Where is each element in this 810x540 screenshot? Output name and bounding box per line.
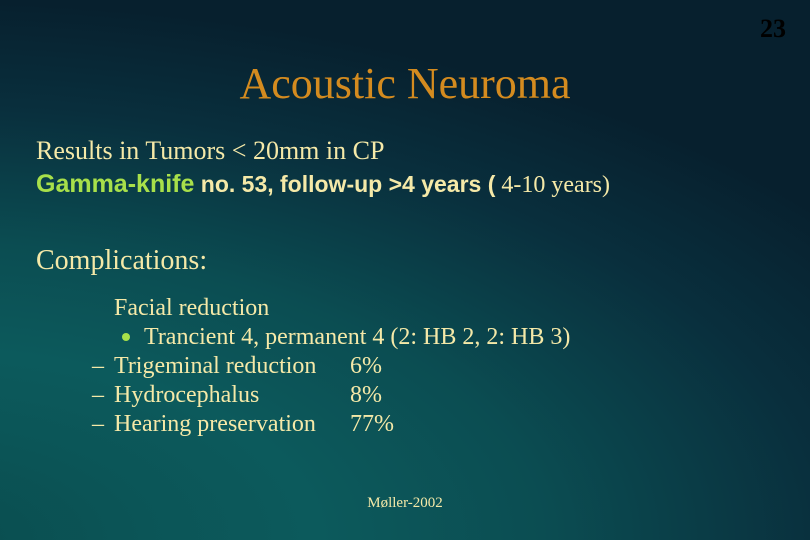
slide-body: Results in Tumors < 20mm in CP Gamma-kni… <box>36 136 770 440</box>
complications-list: Facial reduction Trancient 4, permanent … <box>114 295 770 438</box>
transient-text: Trancient 4, permanent 4 (2: HB 2, 2: HB… <box>144 324 570 350</box>
stat-value: 6% <box>350 353 382 379</box>
results-line: Results in Tumors < 20mm in CP <box>36 136 770 166</box>
facial-reduction-text: Facial reduction <box>114 295 269 321</box>
list-item: Trancient 4, permanent 4 (2: HB 2, 2: HB… <box>114 324 770 351</box>
gamma-knife-tail: 4-10 years) <box>495 172 610 198</box>
gamma-knife-label: Gamma-knife <box>36 170 194 198</box>
stat-label: Trigeminal reduction <box>114 353 344 380</box>
footer-citation: Møller-2002 <box>0 495 810 512</box>
slide: 23 Acoustic Neuroma Results in Tumors < … <box>0 0 810 540</box>
slide-title: Acoustic Neuroma <box>0 58 810 109</box>
stat-label: Hydrocephalus <box>114 382 344 409</box>
gamma-knife-line: Gamma-knife no. 53, follow-up >4 years (… <box>36 170 770 199</box>
stat-value: 77% <box>350 411 394 437</box>
bullet-icon <box>122 333 130 341</box>
dash-icon: – <box>92 382 104 409</box>
dash-icon: – <box>92 411 104 438</box>
dash-icon: – <box>92 353 104 380</box>
list-item: – Hearing preservation 77% <box>114 411 770 438</box>
list-item: – Hydrocephalus 8% <box>114 382 770 409</box>
stat-value: 8% <box>350 382 382 408</box>
list-item: – Trigeminal reduction 6% <box>114 353 770 380</box>
page-number: 23 <box>760 14 786 44</box>
stat-label: Hearing preservation <box>114 411 344 438</box>
list-item: Facial reduction <box>114 295 770 322</box>
complications-heading: Complications: <box>36 245 770 277</box>
gamma-knife-details: no. 53, follow-up >4 years ( <box>194 171 495 197</box>
